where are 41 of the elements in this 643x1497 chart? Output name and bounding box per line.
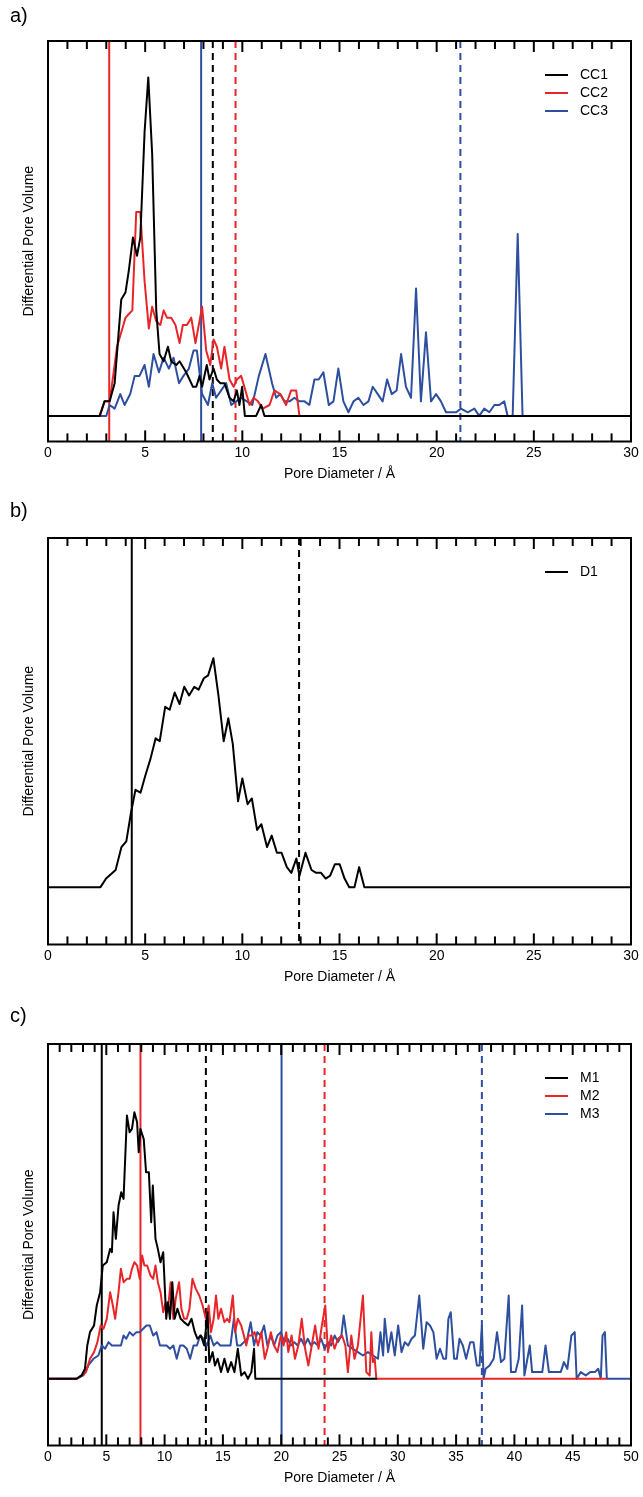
legend-label: CC3 <box>580 101 609 118</box>
text: b) <box>10 498 28 521</box>
x-tick-label: 50 <box>623 1447 639 1464</box>
x-tick-label: 30 <box>623 946 639 963</box>
legend-label: D1 <box>580 562 599 579</box>
legend-label: CC2 <box>580 83 609 100</box>
x-tick-label: 25 <box>331 1447 348 1464</box>
x-tick-label: 20 <box>428 443 445 460</box>
x-tick-label: 15 <box>215 1447 231 1464</box>
x-axis-title: Pore Diameter / Å <box>283 465 396 482</box>
x-tick-label: 15 <box>331 443 348 460</box>
x-tick-label: 40 <box>506 1447 523 1464</box>
x-tick-label: 25 <box>526 946 542 963</box>
x-tick-label: 30 <box>623 443 639 460</box>
x-tick-label: 15 <box>331 946 348 963</box>
x-tick-label: 35 <box>448 1447 465 1464</box>
x-tick-label: 25 <box>526 443 542 460</box>
x-tick-label: 10 <box>234 946 251 963</box>
text: a) <box>10 3 28 26</box>
y-axis-title: Differential Pore Volume <box>19 1169 36 1321</box>
legend-label: M2 <box>580 1086 600 1103</box>
y-axis-title: Differential Pore Volume <box>19 665 36 817</box>
x-tick-label: 5 <box>102 1447 111 1464</box>
x-axis-title: Pore Diameter / Å <box>283 968 396 985</box>
x-tick-label: 30 <box>390 1447 406 1464</box>
x-tick-label: 10 <box>234 443 251 460</box>
legend-label: CC1 <box>580 65 609 82</box>
x-tick-label: 20 <box>428 946 445 963</box>
x-tick-label: 0 <box>44 443 53 460</box>
text: c) <box>10 1003 27 1026</box>
x-tick-label: 5 <box>141 443 150 460</box>
legend-label: M1 <box>580 1068 600 1085</box>
y-axis-title: Differential Pore Volume <box>19 165 36 317</box>
legend-label: M3 <box>580 1104 600 1121</box>
x-axis-title: Pore Diameter / Å <box>283 1469 396 1486</box>
x-tick-label: 10 <box>156 1447 173 1464</box>
x-tick-label: 5 <box>141 946 150 963</box>
x-tick-label: 20 <box>273 1447 290 1464</box>
x-tick-label: 45 <box>564 1447 581 1464</box>
x-tick-label: 0 <box>44 946 53 963</box>
x-tick-label: 0 <box>44 1447 53 1464</box>
